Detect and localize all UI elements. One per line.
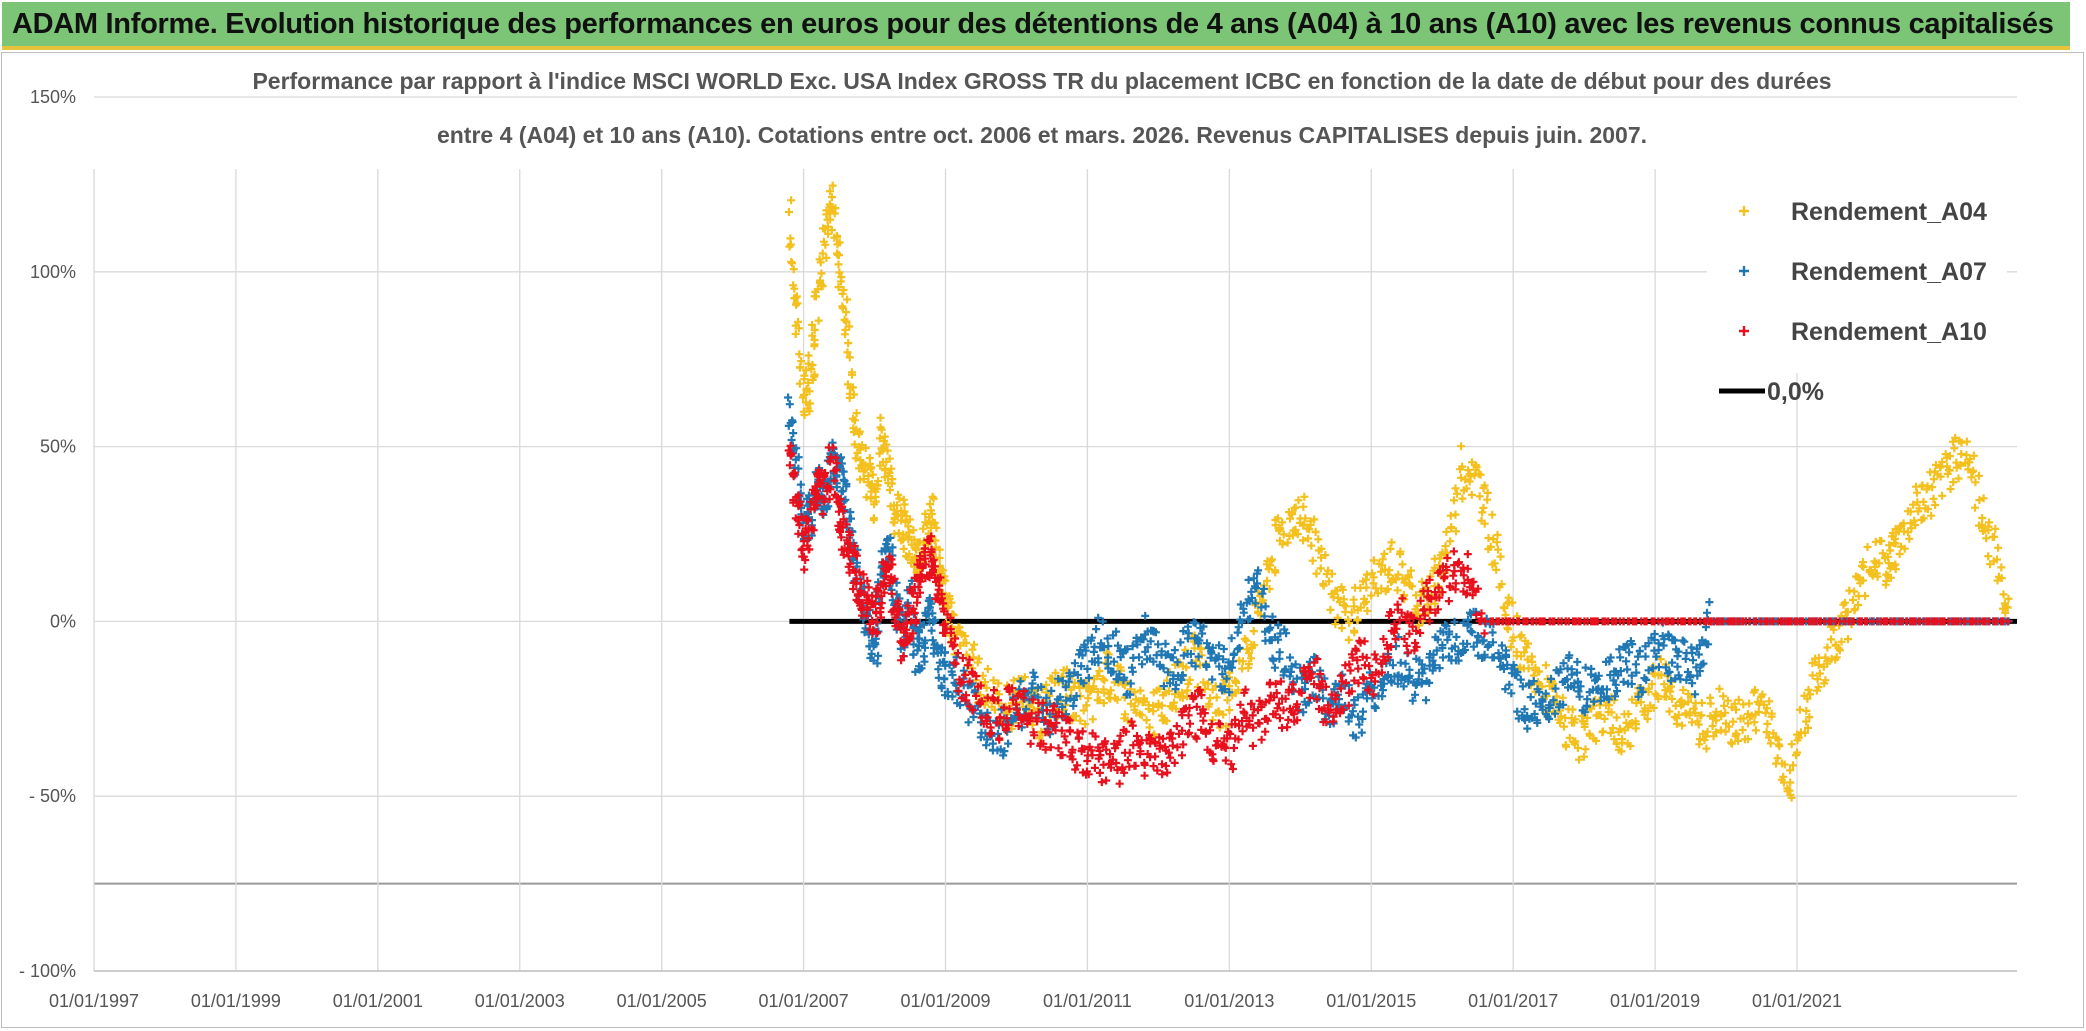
legend-marker xyxy=(1739,266,1749,276)
x-tick-label: 01/01/2017 xyxy=(1468,991,1558,1011)
x-tick-label: 01/01/2007 xyxy=(759,991,849,1011)
x-tick-label: 01/01/1997 xyxy=(49,991,139,1011)
x-tick-label: 01/01/2013 xyxy=(1184,991,1274,1011)
legend-label: Rendement_A04 xyxy=(1791,198,1987,226)
x-tick-label: 01/01/1999 xyxy=(191,991,281,1011)
legend-label: 0,0% xyxy=(1767,378,1824,406)
x-tick-label: 01/01/2005 xyxy=(617,991,707,1011)
y-tick-label: - 50% xyxy=(29,786,76,806)
chart-title-line2: entre 4 (A04) et 10 ans (A10). Cotations… xyxy=(437,122,1647,148)
legend-marker xyxy=(1739,326,1749,336)
x-tick-label: 01/01/2001 xyxy=(333,991,423,1011)
legend-label: Rendement_A10 xyxy=(1791,318,1987,346)
legend-label: Rendement_A07 xyxy=(1791,258,1987,286)
chart-svg: 150% 100% 50% 0% - 50% - 100% 01/01/1997 01/01/… xyxy=(19,63,2017,1011)
y-tick-label: 0% xyxy=(50,611,76,631)
banner-title: ADAM Informe. Evolution historique des p… xyxy=(12,7,2054,40)
title-banner: ADAM Informe. Evolution historique des p… xyxy=(2,2,2070,50)
title-backing xyxy=(414,119,1668,151)
y-tick-label: - 100% xyxy=(19,961,76,981)
x-tick-label: 01/01/2015 xyxy=(1326,991,1416,1011)
x-tick-label: 01/01/2011 xyxy=(1043,991,1132,1011)
legend-marker xyxy=(1739,206,1749,216)
x-tick-label: 01/01/2003 xyxy=(475,991,565,1011)
x-tick-label: 01/01/2009 xyxy=(900,991,990,1011)
y-tick-label: 50% xyxy=(40,437,76,457)
y-tick-label: 150% xyxy=(30,87,76,107)
legend-box xyxy=(1707,153,2007,373)
title-backing xyxy=(230,63,1852,95)
x-tick-label: 01/01/2019 xyxy=(1610,991,1700,1011)
series-Rendement_A10-markers xyxy=(784,441,2012,788)
chart-title-line1: Performance par rapport à l'indice MSCI … xyxy=(252,68,1831,94)
chart-area: 150% 100% 50% 0% - 50% - 100% 01/01/1997 01/01/… xyxy=(1,52,2084,1028)
y-tick-label: 100% xyxy=(30,262,76,282)
x-tick-label: 01/01/2021 xyxy=(1752,991,1842,1011)
